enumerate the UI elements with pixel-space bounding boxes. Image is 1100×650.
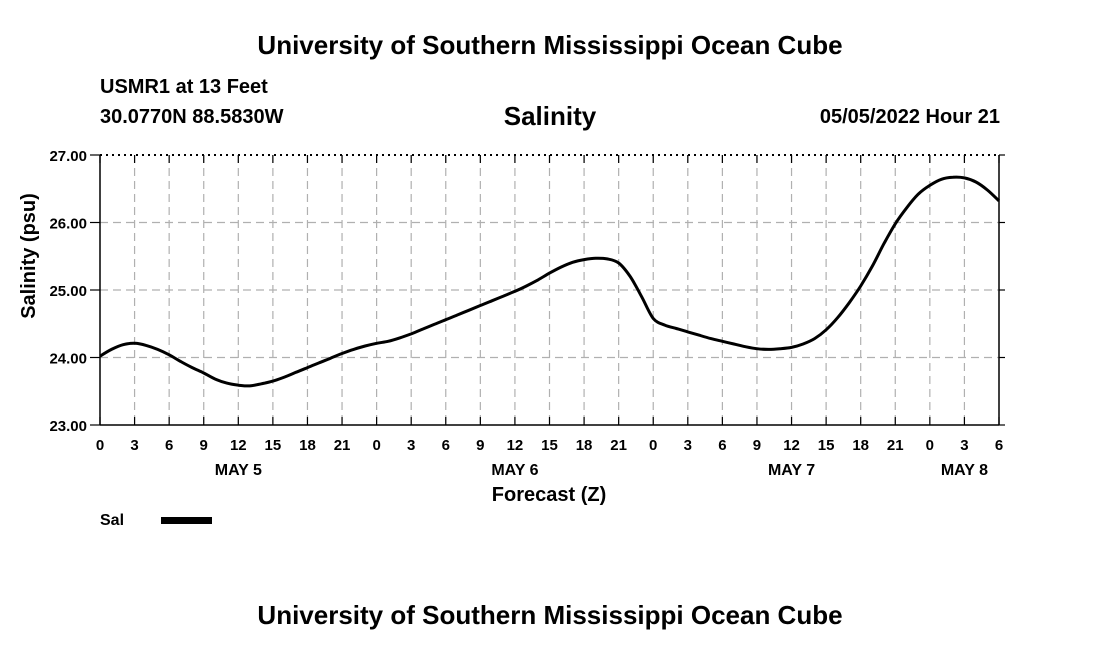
x-tick-label: 12 xyxy=(507,437,524,454)
y-tick-label: 23.00 xyxy=(49,418,87,435)
day-label: MAY 8 xyxy=(941,462,988,479)
y-tick-label: 25.00 xyxy=(49,283,87,300)
x-tick-label: 21 xyxy=(334,437,351,454)
footer-title: University of Southern Mississippi Ocean… xyxy=(257,600,843,630)
x-tick-label: 3 xyxy=(407,437,415,454)
grid-lines xyxy=(100,155,999,425)
x-tick-label: 12 xyxy=(783,437,800,454)
y-tick-label: 24.00 xyxy=(49,351,87,368)
day-label: MAY 5 xyxy=(215,462,262,479)
x-tick-label: 9 xyxy=(200,437,208,454)
x-tick-label: 3 xyxy=(684,437,692,454)
legend-label: Sal xyxy=(100,512,124,529)
x-tick-label: 6 xyxy=(165,437,173,454)
x-tick-label: 12 xyxy=(230,437,247,454)
x-tick-label: 0 xyxy=(926,437,934,454)
x-tick-label: 3 xyxy=(960,437,968,454)
day-label: MAY 6 xyxy=(491,462,538,479)
day-label: MAY 7 xyxy=(768,462,815,479)
series-layer xyxy=(99,175,1001,388)
x-tick-label: 0 xyxy=(96,437,104,454)
x-tick-label: 18 xyxy=(299,437,316,454)
series-line-sal xyxy=(99,175,1001,388)
x-tick-label: 0 xyxy=(372,437,380,454)
forecast-datetime: 05/05/2022 Hour 21 xyxy=(819,106,1000,128)
x-tick-label: 6 xyxy=(718,437,726,454)
x-tick-label: 15 xyxy=(541,437,558,454)
x-tick-label: 18 xyxy=(852,437,869,454)
x-tick-label: 6 xyxy=(442,437,450,454)
legend-swatch xyxy=(161,517,212,524)
y-tick-label: 26.00 xyxy=(49,216,87,233)
station-coordinates: 30.0770N 88.5830W xyxy=(100,106,284,128)
y-axis-label: Salinity (psu) xyxy=(18,193,40,319)
page-title: University of Southern Mississippi Ocean… xyxy=(257,30,843,60)
x-tick-label: 21 xyxy=(887,437,904,454)
x-tick-label: 15 xyxy=(818,437,835,454)
x-tick-label: 9 xyxy=(753,437,761,454)
x-tick-label: 18 xyxy=(576,437,593,454)
x-axis-label: Forecast (Z) xyxy=(492,484,606,506)
x-tick-label: 3 xyxy=(130,437,138,454)
x-tick-label: 9 xyxy=(476,437,484,454)
x-tick-label: 15 xyxy=(265,437,282,454)
axis-labels: 0 3 6 9 12 15 18 21 0 3 6 9 12 15 18 21 0 3 6 9 12 15 18 21 0 3 6 2… xyxy=(49,148,1003,479)
x-tick-label: 6 xyxy=(995,437,1003,454)
x-tick-label: 0 xyxy=(649,437,657,454)
station-label: USMR1 at 13 Feet xyxy=(100,76,268,98)
chart-title: Salinity xyxy=(503,101,597,131)
y-tick-label: 27.00 xyxy=(49,148,87,165)
x-tick-label: 21 xyxy=(610,437,627,454)
